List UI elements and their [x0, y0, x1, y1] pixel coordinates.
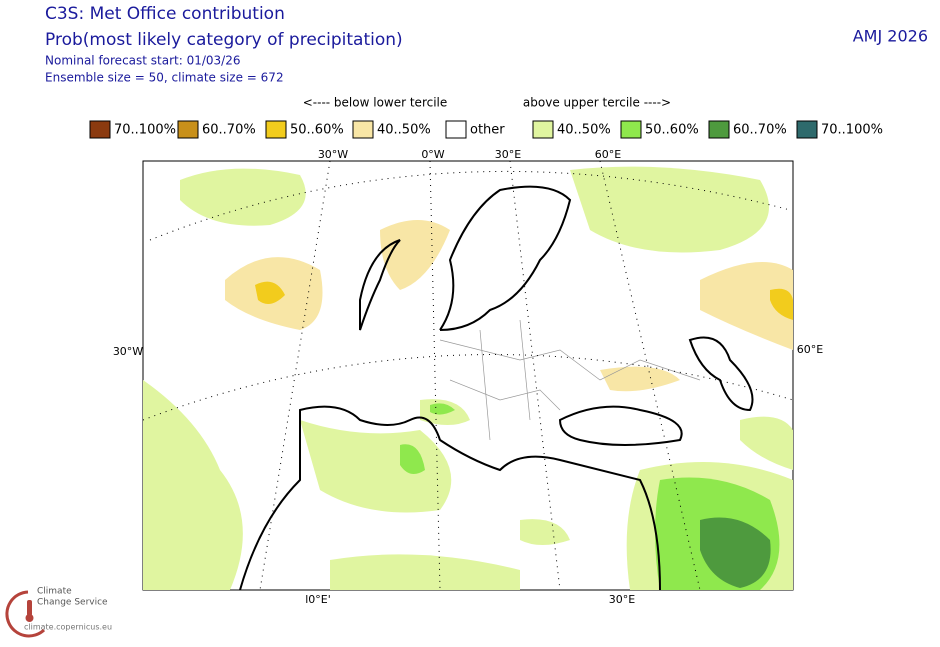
legend-label: 60..70%: [202, 123, 256, 138]
map-bottom-label: l0°E': [305, 593, 331, 606]
map-bottom-label: 30°E: [609, 593, 635, 606]
legend-label: 50..60%: [645, 123, 699, 138]
legend-below-label: <---- below lower tercile: [303, 96, 448, 110]
map-top-label: 0°W: [421, 148, 444, 161]
map: 30°W 0°W 30°E 60°E 30°W 60°E l0°E' 30°E: [113, 148, 823, 606]
legend-label: 70..100%: [821, 123, 883, 138]
map-left-label: 30°W: [113, 345, 143, 358]
legend-swatch: [796, 120, 818, 139]
logo-url: climate.copernicus.eu: [24, 623, 112, 632]
legend-label: other: [470, 123, 505, 138]
ensemble-size: Ensemble size = 50, climate size = 672: [45, 71, 284, 85]
legend-swatch: [445, 120, 467, 139]
map-top-label: 30°E: [495, 148, 521, 161]
legend-swatch: [708, 120, 730, 139]
legend-swatch: [532, 120, 554, 139]
legend-label: 40..50%: [377, 123, 431, 138]
legend: 70..100% 60..70% 50..60% 40..50% other 40..50…: [89, 120, 883, 139]
logo: Climate Change Service climate.copernicu…: [5, 587, 112, 638]
title: C3S: Met Office contribution: [45, 4, 285, 24]
legend-label: 40..50%: [557, 123, 611, 138]
legend-above-label: above upper tercile ---->: [523, 96, 671, 110]
season: AMJ 2026: [853, 27, 928, 46]
map-top-label: 60°E: [595, 148, 621, 161]
map-right-label: 60°E: [797, 343, 823, 356]
legend-label: 70..100%: [114, 123, 176, 138]
subtitle: Prob(most likely category of precipitati…: [45, 30, 403, 50]
legend-label: 60..70%: [733, 123, 787, 138]
legend-swatch: [620, 120, 642, 139]
logo-line2: Change Service: [37, 598, 108, 608]
legend-swatch: [265, 120, 287, 139]
legend-label: 50..60%: [290, 123, 344, 138]
map-top-label: 30°W: [318, 148, 348, 161]
logo-line1: Climate: [37, 587, 72, 597]
legend-swatch: [352, 120, 374, 139]
forecast-start: Nominal forecast start: 01/03/26: [45, 54, 241, 68]
legend-swatch: [89, 120, 111, 139]
legend-swatch: [177, 120, 199, 139]
